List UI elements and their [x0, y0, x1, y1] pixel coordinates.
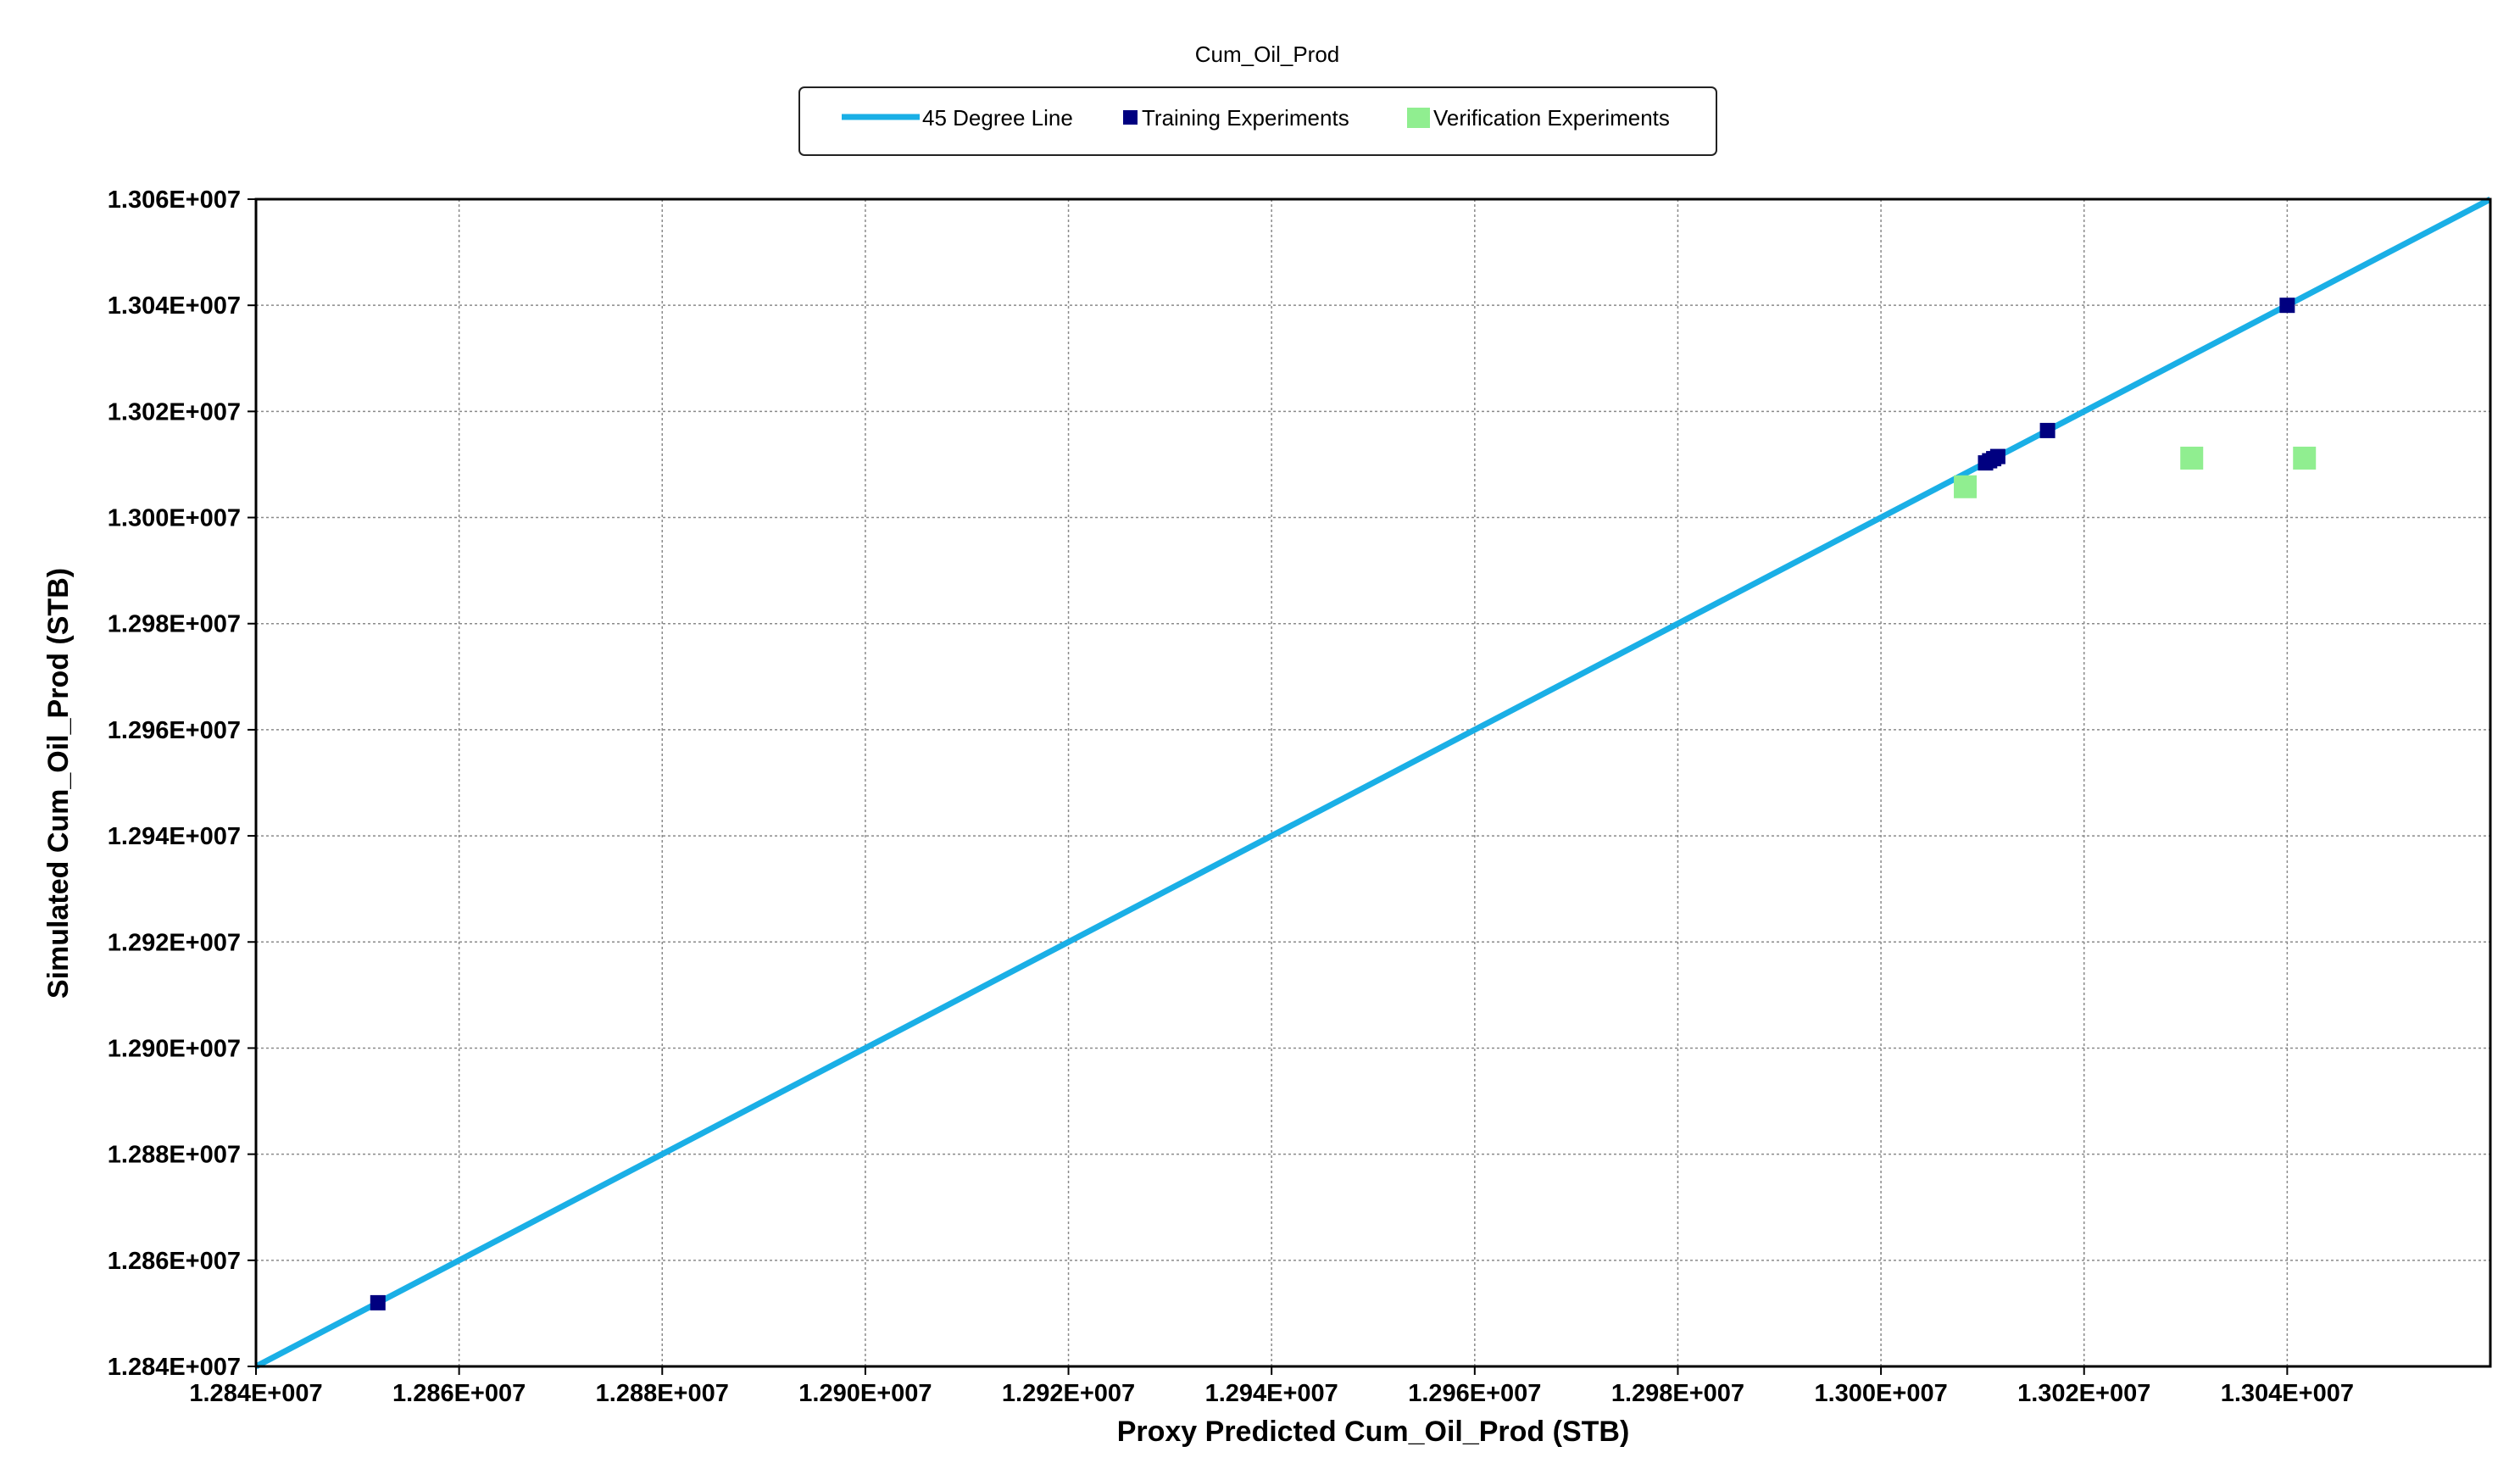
x-tick-label: 1.290E+007 — [798, 1380, 932, 1407]
y-tick-label: 1.286E+007 — [108, 1248, 241, 1275]
y-tick-label: 1.302E+007 — [108, 398, 241, 426]
y-tick-label: 1.288E+007 — [108, 1142, 241, 1169]
legend-label-training-experiments: Training Experiments — [1142, 105, 1349, 131]
data-point-training-experiments — [2039, 422, 2055, 438]
x-ticks: 1.284E+007 1.286E+007 1.288E+007 1.290E+007… — [189, 1366, 2354, 1407]
y-tick-label: 1.304E+007 — [108, 292, 241, 320]
x-tick-label: 1.292E+007 — [1002, 1380, 1135, 1407]
data-point-verification-experiments — [1954, 475, 1978, 498]
x-tick-label: 1.284E+007 — [189, 1380, 322, 1407]
x-tick-label: 1.300E+007 — [1814, 1380, 1947, 1407]
y-tick-label: 1.298E+007 — [108, 611, 241, 638]
y-tick-label: 1.296E+007 — [108, 717, 241, 744]
x-tick-label: 1.296E+007 — [1408, 1380, 1541, 1407]
data-point-training-experiments — [1989, 448, 2005, 465]
x-tick-label: 1.286E+007 — [392, 1380, 526, 1407]
data-point-training-experiments — [370, 1294, 386, 1310]
plot-frame — [254, 198, 2492, 1368]
series-layer — [254, 196, 2492, 1370]
data-point-training-experiments — [2279, 298, 2295, 314]
y-tick-label: 1.284E+007 — [108, 1354, 241, 1381]
chart-title: Cum_Oil_Prod — [1195, 42, 1340, 67]
y-tick-label: 1.292E+007 — [108, 929, 241, 956]
x-tick-label: 1.298E+007 — [1611, 1380, 1744, 1407]
legend: 45 Degree Line Training Experiments Veri… — [798, 86, 1717, 156]
data-point-verification-experiments — [2180, 446, 2204, 470]
series-line-45-degree-line — [254, 196, 2492, 1370]
x-tick-label: 1.288E+007 — [596, 1380, 729, 1407]
data-point-verification-experiments — [2293, 446, 2317, 470]
legend-box — [798, 86, 1717, 156]
x-tick-label: 1.294E+007 — [1205, 1380, 1338, 1407]
legend-label-45-degree-line: 45 Degree Line — [922, 105, 1073, 131]
grid — [256, 199, 2490, 1366]
y-axis-label: Simulated Cum_Oil_Prod (STB) — [42, 568, 75, 999]
x-axis-label: Proxy Predicted Cum_Oil_Prod (STB) — [1117, 1416, 1630, 1448]
x-tick-label: 1.304E+007 — [2221, 1380, 2354, 1407]
y-tick-label: 1.300E+007 — [108, 505, 241, 532]
y-tick-label: 1.290E+007 — [108, 1035, 241, 1062]
y-tick-label: 1.306E+007 — [108, 186, 241, 214]
legend-swatch-verification-experiments — [1407, 108, 1430, 128]
y-ticks: 1.284E+007 1.286E+007 1.288E+007 1.290E+007… — [108, 186, 256, 1381]
legend-label-verification-experiments: Verification Experiments — [1433, 105, 1670, 131]
x-tick-label: 1.302E+007 — [2017, 1380, 2150, 1407]
y-tick-label: 1.294E+007 — [108, 823, 241, 850]
legend-swatch-training-experiments — [1123, 110, 1138, 125]
